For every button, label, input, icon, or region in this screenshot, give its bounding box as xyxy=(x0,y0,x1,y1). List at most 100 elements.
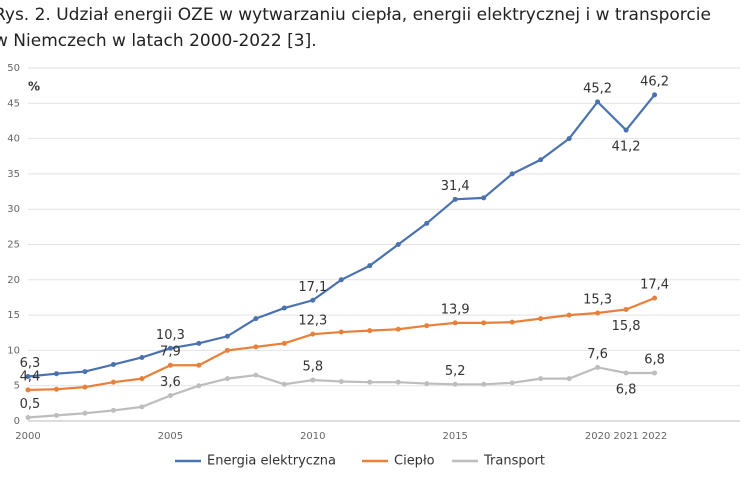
data-label: 0,5 xyxy=(20,397,41,412)
data-label: 6,8 xyxy=(644,352,665,367)
point xyxy=(196,362,202,368)
point xyxy=(538,316,544,322)
point xyxy=(367,379,373,385)
point xyxy=(82,369,88,375)
data-label: 31,4 xyxy=(441,179,470,194)
point xyxy=(566,312,572,318)
y-tick-label: 10 xyxy=(7,345,20,356)
data-label: 45,2 xyxy=(583,81,612,96)
y-tick-label: 45 xyxy=(7,98,20,109)
data-label: 17,4 xyxy=(640,278,669,293)
y-tick-label: 50 xyxy=(7,63,20,74)
data-label: 7,6 xyxy=(587,347,608,362)
point xyxy=(424,381,430,387)
x-tick-label: 2010 xyxy=(300,431,325,442)
y-tick-label: 40 xyxy=(7,134,20,145)
point xyxy=(196,340,202,346)
legend-label: Transport xyxy=(483,454,545,469)
point xyxy=(253,316,259,322)
point xyxy=(167,362,173,368)
point xyxy=(253,372,259,378)
point xyxy=(623,370,629,376)
series-line xyxy=(27,366,655,419)
x-tick-label: 2022 xyxy=(642,431,667,442)
x-tick-label: 2021 xyxy=(613,431,638,442)
y-axis-label: % xyxy=(28,80,40,94)
point xyxy=(538,376,544,382)
point xyxy=(338,329,344,335)
point xyxy=(452,320,458,326)
y-tick-label: 35 xyxy=(7,169,20,180)
point xyxy=(110,407,116,413)
point xyxy=(509,319,515,325)
point xyxy=(481,320,487,326)
y-tick-label: 30 xyxy=(7,204,20,215)
y-tick-label: 25 xyxy=(7,240,20,251)
point xyxy=(281,340,287,346)
point xyxy=(25,374,31,380)
point xyxy=(481,195,487,201)
point xyxy=(25,387,31,393)
point xyxy=(310,377,316,383)
data-label: 15,3 xyxy=(583,292,612,307)
point xyxy=(566,376,572,382)
data-label: 5,2 xyxy=(445,364,466,379)
point xyxy=(53,386,59,392)
point xyxy=(110,362,116,368)
point xyxy=(395,242,401,247)
data-label: 3,6 xyxy=(160,375,181,390)
point xyxy=(281,381,287,387)
point xyxy=(224,333,230,339)
point xyxy=(652,370,658,376)
point xyxy=(338,378,344,384)
point xyxy=(139,376,145,382)
y-tick-label: 15 xyxy=(7,310,20,321)
point xyxy=(139,354,145,360)
point xyxy=(424,220,430,226)
point xyxy=(253,344,259,350)
point xyxy=(395,379,401,385)
point xyxy=(82,410,88,416)
y-tick-label: 20 xyxy=(7,275,20,286)
x-tick-label: 2000 xyxy=(15,431,40,442)
point xyxy=(310,331,316,337)
point xyxy=(82,384,88,390)
point xyxy=(623,306,629,312)
point xyxy=(224,347,230,353)
point xyxy=(167,393,173,399)
point xyxy=(509,380,515,386)
point xyxy=(367,328,373,334)
legend-label: Ciepło xyxy=(394,454,435,469)
point xyxy=(652,295,658,301)
legend-label: Energia elektryczna xyxy=(207,454,336,469)
point xyxy=(196,383,202,389)
point xyxy=(281,305,287,311)
data-label: 13,9 xyxy=(441,302,470,317)
point xyxy=(424,323,430,329)
data-label: 17,1 xyxy=(298,280,327,295)
data-label: 10,3 xyxy=(156,328,185,343)
data-label: 6,8 xyxy=(616,382,637,397)
x-tick-label: 2015 xyxy=(442,431,467,442)
y-tick-label: 0 xyxy=(14,416,20,427)
point xyxy=(652,92,658,98)
chart-title: Rys. 2. Udział energii OZE w wytwarzaniu… xyxy=(0,5,711,25)
point xyxy=(167,345,173,351)
point xyxy=(338,277,344,283)
data-label: 7,9 xyxy=(160,345,181,360)
point xyxy=(623,127,629,133)
data-label: 6,3 xyxy=(20,356,41,371)
point xyxy=(452,381,458,387)
chart-title: w Niemczech w latach 2000-2022 [3]. xyxy=(0,31,317,51)
x-tick-label: 2020 xyxy=(585,431,610,442)
data-label: 5,8 xyxy=(302,360,323,375)
point xyxy=(509,171,515,177)
point xyxy=(53,412,59,418)
x-tick-label: 2005 xyxy=(158,431,183,442)
data-label: 15,8 xyxy=(612,319,641,334)
point xyxy=(452,196,458,202)
point xyxy=(595,310,601,316)
point xyxy=(224,376,230,382)
point xyxy=(367,263,373,269)
